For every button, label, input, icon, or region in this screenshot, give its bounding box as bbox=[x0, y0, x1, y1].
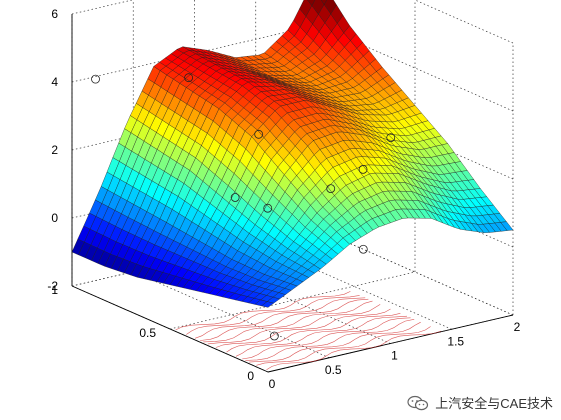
y-tick-label: 1 bbox=[51, 283, 58, 297]
data-point bbox=[326, 184, 336, 194]
contour-line bbox=[249, 321, 421, 363]
data-point bbox=[263, 203, 273, 213]
x-tick-label: 1 bbox=[391, 349, 398, 363]
contour-line bbox=[175, 291, 351, 331]
contour-line bbox=[215, 308, 391, 348]
surface-mesh bbox=[71, 0, 514, 308]
z-tick-label: 2 bbox=[51, 143, 58, 157]
contour-lines bbox=[175, 291, 442, 370]
x-axis bbox=[267, 314, 514, 373]
data-point bbox=[386, 133, 396, 143]
contour-line bbox=[200, 298, 369, 341]
contour-line bbox=[242, 317, 411, 360]
x-tick-label: 0 bbox=[269, 377, 276, 391]
data-point bbox=[91, 74, 100, 84]
contour-line bbox=[186, 295, 360, 335]
y-tick-label: 0 bbox=[247, 369, 254, 383]
wechat-logo-icon bbox=[407, 395, 429, 410]
y-axis bbox=[71, 285, 269, 373]
grid-line-back bbox=[71, 0, 134, 15]
watermark-text: 上汽安全与CAE技术 bbox=[435, 396, 553, 411]
tick-labels: -2 0 2 4 6 0 0.5 1 1.5 2 0 0.5 1 bbox=[47, 7, 520, 391]
z-tick-label: 4 bbox=[51, 75, 58, 89]
data-point bbox=[358, 244, 368, 254]
data-point bbox=[254, 129, 264, 139]
x-tick-label: 0.5 bbox=[325, 363, 342, 377]
z-tick-label: 0 bbox=[51, 211, 58, 225]
contour-line bbox=[256, 326, 431, 366]
surface-patch bbox=[320, 0, 328, 5]
contour-line bbox=[194, 297, 366, 339]
contour-line bbox=[245, 319, 415, 361]
y-tick-label: 0.5 bbox=[139, 326, 156, 340]
x-tick-label: 2 bbox=[514, 320, 521, 334]
z-tick-label: 6 bbox=[51, 7, 58, 21]
data-point bbox=[358, 164, 368, 174]
watermark: 上汽安全与CAE技术 bbox=[407, 393, 553, 412]
contour-line bbox=[203, 300, 373, 343]
surface-patch bbox=[307, 0, 316, 7]
data-markers bbox=[91, 73, 396, 341]
surface-patch bbox=[500, 221, 514, 231]
x-tick-label: 1.5 bbox=[447, 334, 464, 348]
contour-line bbox=[235, 315, 408, 357]
contour-line bbox=[226, 313, 401, 353]
data-point bbox=[184, 73, 194, 83]
data-point bbox=[230, 193, 240, 202]
data-point bbox=[269, 331, 279, 341]
z-tick-label: -2 bbox=[47, 279, 58, 293]
contour-line bbox=[266, 330, 442, 370]
contour-line bbox=[207, 304, 381, 345]
